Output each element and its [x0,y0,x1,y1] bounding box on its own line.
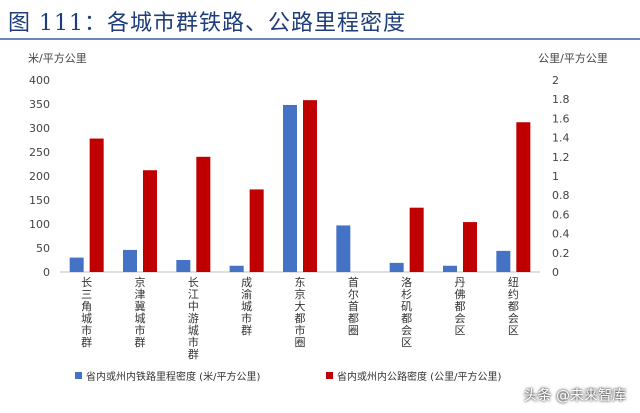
figure-title: 图 111：各城市群铁路、公路里程密度 [8,11,406,36]
y-tick-right: 0.2 [552,247,570,260]
x-tick-label: 洛杉矶都会区 [401,275,412,349]
y-tick-left: 350 [29,98,50,111]
bar-rail-density [123,249,137,272]
y-tick-right: 1.2 [552,151,570,164]
bar-road-density [303,100,317,272]
x-tick-label: 纽约都会区 [508,275,519,337]
y-tick-right: 1 [552,170,559,183]
bar-rail-density [336,225,351,272]
y-axis-left-label: 米/平方公里 [28,51,87,65]
bar-rail-density [389,262,404,272]
bar-road-density [516,122,531,273]
bar-rail-density [229,265,244,272]
y-tick-right: 0 [552,266,559,279]
x-tick-label: 丹佛都会区 [455,276,466,337]
y-tick-right: 0.8 [552,189,570,202]
y-tick-right: 0.4 [552,228,570,241]
bar-chart: 米/平方公里 公里/平方公里 0 50 100 150 200 250 300 350 400 0 0.… [28,51,608,383]
x-tick-label: 东京大都市圈 [295,276,306,349]
bar-road-density [463,222,477,272]
bar-rail-density [69,257,84,272]
bar-rail-density [496,250,511,272]
y-tick-left: 250 [29,146,50,159]
y-tick-left: 300 [29,122,50,135]
y-tick-right: 1.6 [552,112,570,125]
legend-swatch-rail [75,372,82,379]
figure-title-bar: 图 111：各城市群铁路、公路里程密度 [0,0,640,40]
y-tick-left: 50 [36,242,50,255]
y-tick-left: 0 [43,266,50,279]
bar-road-density [143,170,157,272]
y-tick-left: 100 [29,218,50,231]
bar-rail-density [443,265,457,272]
bar-road-density [409,207,424,272]
x-tick-label: 首尔首都圈 [348,275,359,337]
y-tick-right: 0.6 [552,208,570,221]
y-axis-right-label: 公里/平方公里 [538,51,608,65]
legend-label-rail: 省内或州内铁路里程密度 (米/平方公里) [86,370,260,383]
bar-road-density [249,189,264,272]
bar-road-density [196,156,211,272]
y-tick-right: 2 [552,74,559,87]
bar-road-density [89,138,104,272]
x-tick-label: 长江中游城市群 [188,276,199,361]
legend-swatch-road [326,372,333,379]
bar-rail-density [283,104,297,273]
y-tick-right: 1.8 [552,93,570,106]
x-tick-label: 京津冀城市群 [135,275,146,349]
watermark: 头条 @未来智库 [523,388,626,404]
y-tick-right: 1.4 [552,132,570,145]
x-tick-label: 成渝城市群 [241,276,252,337]
y-tick-left: 200 [29,170,50,183]
y-tick-left: 150 [29,194,50,207]
x-tick-label: 长三角城市群 [81,276,92,349]
bar-rail-density [176,260,191,272]
legend-label-road: 省内或州内公路密度 (公里/平方公里) [337,370,501,383]
y-tick-left: 400 [29,74,50,87]
